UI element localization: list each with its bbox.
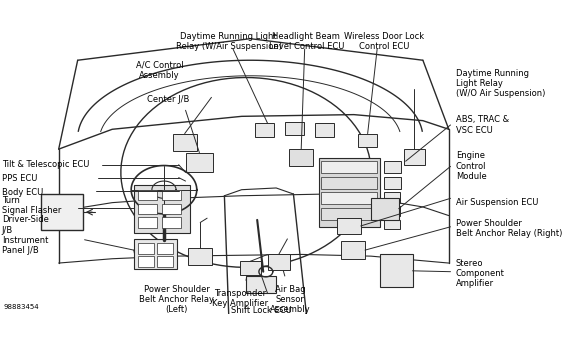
Text: PPS ECU: PPS ECU xyxy=(2,174,37,183)
Bar xyxy=(138,203,157,214)
Bar xyxy=(321,177,377,189)
Text: Headlight Beam
Level Control ECU: Headlight Beam Level Control ECU xyxy=(268,32,344,51)
Bar xyxy=(384,220,399,228)
Text: Shift Lock ECU: Shift Lock ECU xyxy=(231,306,292,315)
Text: Daytime Running Light
Relay (W/Air Suspension): Daytime Running Light Relay (W/Air Suspe… xyxy=(176,32,281,51)
Bar xyxy=(371,198,399,220)
Bar xyxy=(138,256,153,266)
Bar xyxy=(173,134,197,151)
Bar xyxy=(321,192,377,204)
Text: Transponder
Key Amplifier: Transponder Key Amplifier xyxy=(212,289,268,308)
Text: Engine
Control
Module: Engine Control Module xyxy=(456,152,486,181)
Text: Power Shoulder
Belt Anchor Relay (Right): Power Shoulder Belt Anchor Relay (Right) xyxy=(456,219,562,238)
Bar xyxy=(358,134,377,147)
Text: Driver-Side
J/B: Driver-Side J/B xyxy=(2,215,49,235)
Text: Turn
Signal Flasher: Turn Signal Flasher xyxy=(2,196,61,215)
Bar xyxy=(134,239,177,269)
Bar xyxy=(134,185,190,233)
Bar xyxy=(157,243,173,254)
Bar xyxy=(384,192,399,203)
Text: Daytime Running
Light Relay
(W/O Air Suspension): Daytime Running Light Relay (W/O Air Sus… xyxy=(456,68,545,98)
Bar xyxy=(384,177,402,189)
Text: Wireless Door Lock
Control ECU: Wireless Door Lock Control ECU xyxy=(344,32,424,51)
Text: Instrument
Panel J/B: Instrument Panel J/B xyxy=(2,236,48,256)
Bar xyxy=(157,256,173,266)
Bar xyxy=(162,190,181,200)
Bar xyxy=(384,161,402,173)
Bar xyxy=(404,149,425,165)
Bar xyxy=(315,123,334,137)
Bar xyxy=(186,153,213,172)
Text: A/C Control
Assembly: A/C Control Assembly xyxy=(136,61,183,80)
Text: Center J/B: Center J/B xyxy=(147,95,190,104)
Bar xyxy=(285,121,304,135)
Bar xyxy=(384,206,399,217)
Bar xyxy=(138,190,157,200)
Bar xyxy=(254,123,274,137)
Bar xyxy=(289,149,313,166)
Bar xyxy=(380,255,412,287)
Bar xyxy=(138,243,153,254)
Text: Air Suspension ECU: Air Suspension ECU xyxy=(456,198,538,207)
Bar xyxy=(341,241,365,259)
Bar xyxy=(321,208,377,220)
Bar xyxy=(246,276,276,293)
Text: Tilt & Telescopic ECU: Tilt & Telescopic ECU xyxy=(2,160,89,169)
Bar xyxy=(337,218,361,234)
Bar xyxy=(267,255,290,270)
Bar xyxy=(240,261,261,275)
Bar xyxy=(138,217,157,228)
Text: Body ECU: Body ECU xyxy=(2,188,43,197)
Text: Air Bag
Sensor
Assembly: Air Bag Sensor Assembly xyxy=(270,285,310,315)
Bar xyxy=(162,203,181,214)
Bar xyxy=(162,217,181,228)
Bar xyxy=(188,247,212,265)
Text: Power Shoulder
Belt Anchor Relay
(Left): Power Shoulder Belt Anchor Relay (Left) xyxy=(139,285,214,315)
Bar xyxy=(319,158,380,227)
Bar xyxy=(41,194,83,230)
Text: Stereo
Component
Amplifier: Stereo Component Amplifier xyxy=(456,259,505,288)
Text: ABS, TRAC &
VSC ECU: ABS, TRAC & VSC ECU xyxy=(456,115,509,135)
Bar xyxy=(321,161,377,173)
Text: 98883454: 98883454 xyxy=(3,304,39,310)
